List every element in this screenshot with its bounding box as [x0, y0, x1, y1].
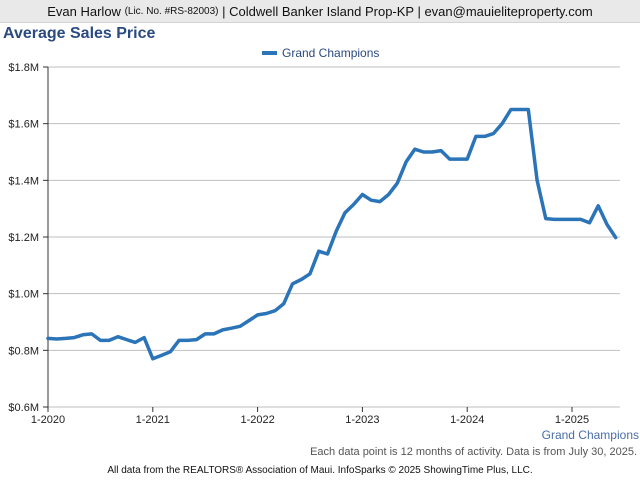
- gridlines: [48, 66, 620, 408]
- data-point: [195, 338, 198, 341]
- data-point: [273, 309, 277, 312]
- data-point: [466, 157, 469, 161]
- data-point: [116, 335, 120, 338]
- data-point: [99, 339, 102, 342]
- data-point: [553, 218, 556, 221]
- legend-label: Grand Champions: [282, 46, 379, 60]
- data-point: [352, 203, 355, 206]
- y-tick-label: $1.4M: [8, 175, 39, 187]
- x-tick-label: 1-2023: [345, 414, 379, 426]
- x-tick-label: 1-2025: [555, 414, 589, 426]
- data-point: [169, 350, 172, 353]
- data-point: [247, 319, 251, 322]
- series-line: [46, 107, 618, 361]
- agent-license: (Lic. No. #RS-82003): [124, 5, 219, 17]
- data-point: [369, 199, 373, 202]
- data-point: [457, 157, 460, 161]
- data-point: [335, 230, 338, 233]
- data-point: [300, 278, 303, 281]
- data-point: [483, 135, 486, 138]
- data-point: [212, 332, 216, 336]
- data-point: [404, 160, 408, 164]
- data-point: [361, 193, 364, 196]
- data-point: [343, 211, 347, 215]
- data-point: [518, 108, 521, 111]
- chart-title: Average Sales Price: [3, 25, 156, 42]
- data-point: [291, 282, 294, 285]
- data-point: [448, 157, 451, 161]
- data-point: [177, 339, 181, 342]
- data-point: [256, 313, 259, 317]
- data-point: [588, 221, 591, 224]
- data-point: [282, 302, 285, 305]
- data-point: [570, 218, 574, 221]
- data-point: [81, 333, 85, 336]
- data-point: [492, 132, 495, 135]
- data-point: [64, 337, 67, 340]
- data-point: [125, 338, 128, 341]
- y-tick-label: $1.8M: [8, 62, 39, 74]
- data-point: [474, 135, 478, 138]
- data-point: [308, 272, 312, 275]
- data-point: [142, 336, 146, 339]
- data-point: [265, 312, 268, 315]
- agent-name: Evan Harlow: [47, 3, 121, 19]
- x-tick-label: 1-2021: [136, 414, 170, 426]
- data-point: [422, 150, 425, 154]
- data-point: [134, 341, 137, 344]
- data-point: [317, 250, 320, 253]
- data-point: [413, 148, 416, 151]
- data-point: [55, 337, 58, 341]
- data-point: [186, 339, 189, 342]
- legend: Grand Champions: [262, 46, 379, 60]
- axes: $0.6M $0.8M $1.0M $1.2M $1.4M $1.6M $1.8M 1-202…: [8, 62, 589, 426]
- data-point: [439, 149, 443, 152]
- y-tick-label: $0.8M: [8, 345, 39, 357]
- data-point: [221, 328, 224, 332]
- x-tick-label: 1-2024: [450, 414, 484, 426]
- data-point: [509, 108, 513, 111]
- data-point: [90, 332, 93, 336]
- data-point: [535, 179, 539, 182]
- footer-note: Each data point is 12 months of activity…: [310, 446, 637, 458]
- data-point: [238, 325, 242, 328]
- data-point: [396, 182, 399, 185]
- data-point: [387, 193, 390, 196]
- x-tick-label: 1-2022: [240, 414, 274, 426]
- data-point: [544, 217, 547, 220]
- data-point: [431, 150, 434, 154]
- series-layer: [46, 107, 618, 361]
- y-tick-label: $1.2M: [8, 232, 39, 244]
- data-point: [527, 108, 530, 111]
- data-point: [204, 332, 207, 336]
- data-point: [500, 122, 504, 125]
- data-point: [107, 339, 111, 342]
- footer-source: All data from the REALTORS® Association …: [107, 465, 533, 476]
- data-point: [614, 236, 617, 239]
- y-tick-label: $1.0M: [8, 289, 39, 301]
- data-point: [597, 204, 600, 207]
- data-point: [73, 336, 76, 339]
- line-chart: $0.6M $0.8M $1.0M $1.2M $1.4M $1.6M $1.8M 1-202…: [8, 46, 639, 442]
- data-point: [579, 218, 582, 221]
- series-corner-label: Grand Champions: [542, 428, 639, 442]
- agent-header-bar: Evan Harlow (Lic. No. #RS-82003) | Coldw…: [0, 0, 640, 23]
- y-tick-label: $0.6M: [8, 402, 39, 414]
- data-point: [326, 252, 329, 256]
- agent-company-email: | Coldwell Banker Island Prop-KP | evan@…: [222, 3, 593, 19]
- data-point: [230, 327, 233, 330]
- x-tick-label: 1-2020: [31, 414, 65, 426]
- y-tick-label: $1.6M: [8, 119, 39, 131]
- data-point: [160, 354, 163, 357]
- data-point: [46, 337, 50, 340]
- data-point: [605, 223, 609, 226]
- data-point: [562, 218, 565, 221]
- data-point: [378, 200, 382, 203]
- data-point: [151, 357, 154, 360]
